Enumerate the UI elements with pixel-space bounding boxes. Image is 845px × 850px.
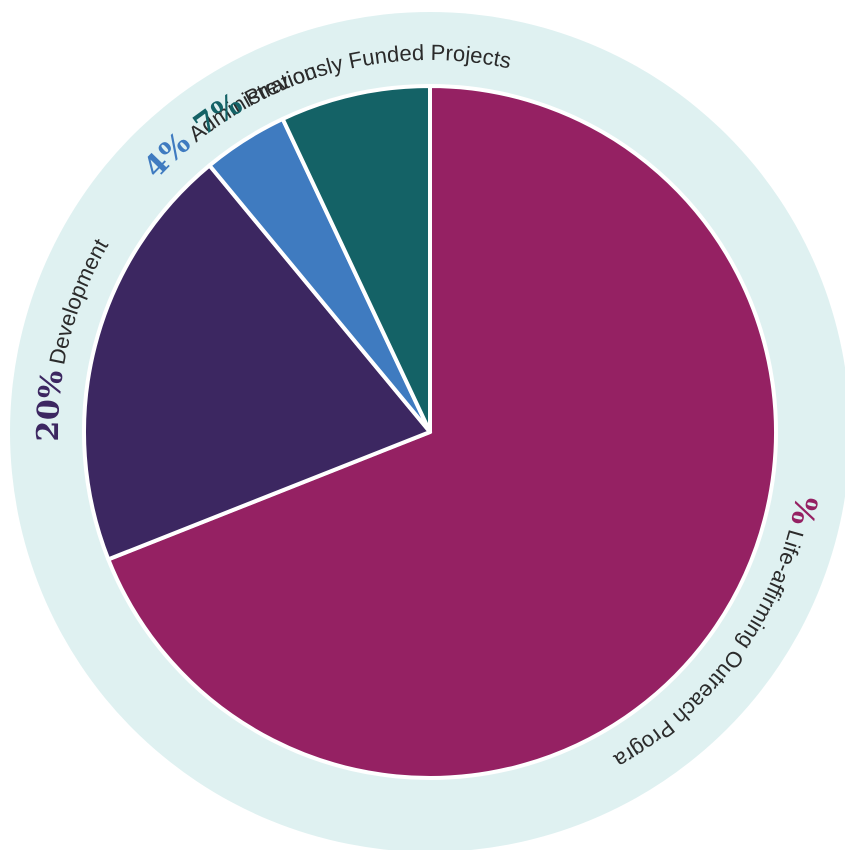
pie-slice-life-affirming-outreach-programs [106,84,778,780]
pie-slice-development [82,163,432,562]
slice-percent: 20% [31,368,71,441]
pie-slice-previously-funded-projects [280,84,432,434]
pie-slices [82,84,778,780]
